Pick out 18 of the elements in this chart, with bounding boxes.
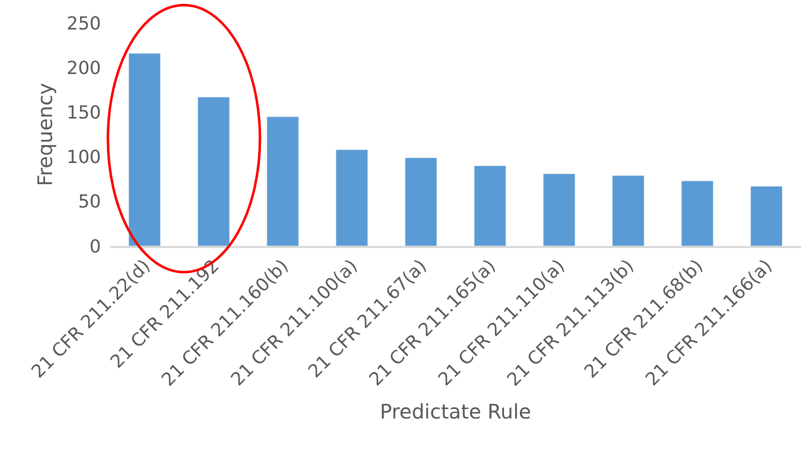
y-tick-label: 100 xyxy=(66,147,101,168)
bar xyxy=(336,149,368,246)
y-tick-label: 150 xyxy=(66,102,101,124)
bar xyxy=(543,174,576,246)
bar xyxy=(612,175,644,246)
bar xyxy=(750,186,783,246)
y-axis-title: Frequency xyxy=(33,82,58,186)
bar xyxy=(681,180,714,246)
y-tick-label: 250 xyxy=(66,13,101,34)
y-tick-label: 50 xyxy=(78,192,101,213)
y-tick-label: 0 xyxy=(90,236,101,258)
x-axis-title: Predictate Rule xyxy=(380,399,532,424)
bar xyxy=(128,53,161,246)
y-tick-label: 200 xyxy=(66,58,101,79)
bar xyxy=(474,165,506,246)
bar xyxy=(198,96,230,246)
bar xyxy=(266,116,299,246)
bar xyxy=(404,157,438,246)
